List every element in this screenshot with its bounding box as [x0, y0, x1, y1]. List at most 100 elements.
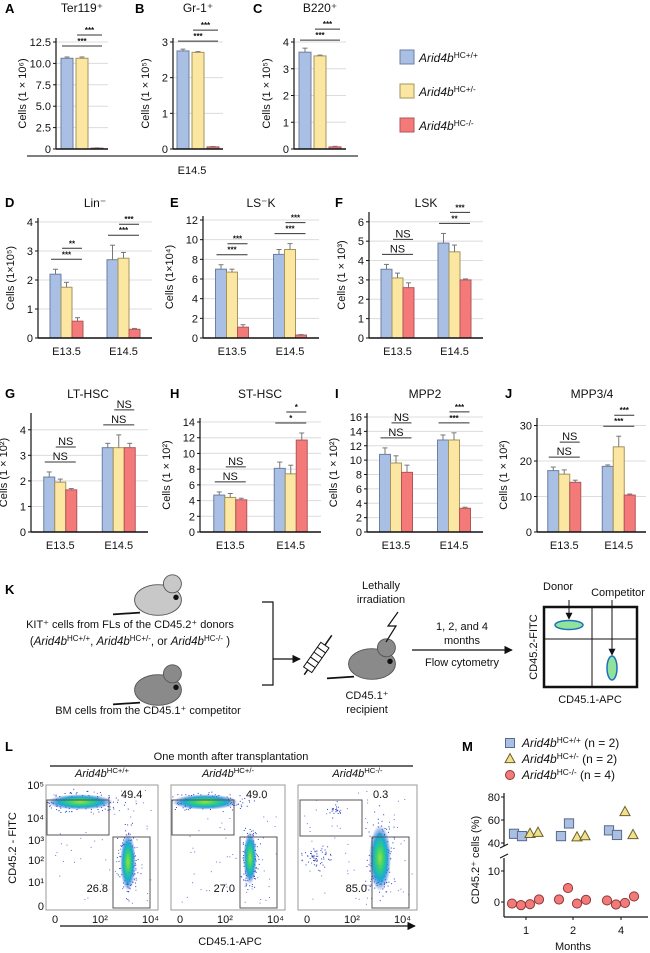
x-tick-label: E13.5 — [216, 540, 245, 552]
x-tick-label: E14.5 — [276, 346, 305, 358]
genotype-superscript: HC+/- — [234, 766, 255, 775]
competitor-population — [606, 655, 618, 681]
event-dot — [327, 858, 329, 860]
y-tick-label: 1 — [27, 304, 33, 316]
y-tick-label: 0 — [494, 897, 500, 909]
event-dot — [232, 854, 234, 856]
y-tick-label: 0 — [192, 333, 198, 345]
event-dot — [182, 807, 184, 809]
y-tick-label: 16 — [350, 412, 362, 424]
y-tick-label: 3 — [20, 450, 26, 462]
chart-title: LS⁻K — [246, 196, 275, 210]
bar — [273, 467, 286, 533]
event-dot — [325, 854, 327, 856]
event-dot — [368, 831, 370, 833]
bar — [128, 328, 141, 339]
event-dot — [55, 795, 57, 797]
legend-swatch — [399, 83, 415, 99]
y-tick-label: 0 — [162, 144, 168, 156]
significance-label: *** — [291, 214, 301, 223]
significance-label: NS — [394, 412, 409, 424]
event-dot — [136, 846, 138, 848]
donor-gate — [299, 799, 363, 837]
irradiation-label: Lethally — [362, 580, 400, 592]
chart-title: B220⁺ — [303, 1, 337, 15]
event-dot — [253, 800, 255, 802]
event-dot — [239, 795, 241, 797]
event-dot — [313, 855, 315, 857]
y-axis-label: Cells (1 × 10⁶) — [17, 58, 29, 128]
event-dot — [141, 864, 143, 866]
y-tick-label: 10 — [183, 448, 195, 460]
event-dot — [365, 827, 367, 829]
event-dot — [60, 843, 62, 845]
event-dot — [134, 882, 136, 884]
chart-title: LSK — [415, 196, 438, 210]
event-dot — [366, 822, 368, 824]
event-dot — [121, 790, 123, 792]
event-dot — [311, 856, 313, 858]
triangle-marker — [619, 805, 631, 817]
event-dot — [107, 809, 109, 811]
event-dot — [319, 870, 321, 872]
y-tick-label: 3 — [358, 275, 364, 287]
event-dot — [257, 868, 259, 870]
event-dot — [367, 802, 369, 804]
event-dot — [388, 821, 390, 823]
event-dot — [125, 830, 127, 832]
event-dot — [122, 888, 124, 890]
event-dot — [109, 869, 111, 871]
significance-label: *** — [315, 31, 325, 40]
event-dot — [208, 890, 210, 892]
event-dot — [234, 804, 236, 806]
event-dot — [249, 837, 251, 839]
y-tick-label: 1 — [358, 314, 364, 326]
event-dot — [248, 801, 250, 803]
event-dot — [146, 828, 148, 830]
legend-label: Arid4bHC+/- — [418, 84, 476, 99]
event-dot — [256, 846, 258, 848]
event-dot — [175, 806, 177, 808]
genotype-superscript: HC+/- — [454, 84, 476, 94]
event-dot — [109, 806, 111, 808]
event-dot — [369, 885, 371, 887]
event-dot — [64, 811, 66, 813]
event-dot — [390, 858, 392, 860]
event-dot — [117, 801, 119, 803]
event-dot — [337, 812, 339, 814]
event-dot — [387, 831, 389, 833]
event-dot — [369, 880, 371, 882]
y-tick-label: 12.5 — [30, 37, 51, 49]
y-tick-label: 30 — [520, 421, 532, 433]
significance-label: *** — [124, 215, 134, 224]
event-dot — [260, 843, 262, 845]
event-dot — [393, 819, 395, 821]
event-dot — [243, 879, 245, 881]
event-dot — [358, 792, 360, 794]
event-dot — [55, 794, 57, 796]
event-dot — [393, 837, 395, 839]
event-dot — [242, 857, 244, 859]
event-dot — [370, 878, 372, 880]
event-dot — [59, 833, 61, 835]
event-dot — [98, 811, 100, 813]
event-dot — [71, 810, 73, 812]
event-dot — [255, 871, 257, 873]
event-dot — [324, 866, 326, 868]
event-dot — [393, 847, 395, 849]
event-dot — [347, 870, 349, 872]
event-dot — [393, 814, 395, 816]
panel-letter: F — [335, 195, 343, 210]
event-dot — [231, 809, 233, 811]
gene-name: Arid4b — [96, 636, 131, 648]
event-dot — [90, 811, 92, 813]
event-dot — [247, 834, 249, 836]
event-dot — [116, 857, 118, 859]
event-dot — [254, 832, 256, 834]
significance-label: *** — [77, 37, 87, 46]
event-dot — [143, 802, 145, 804]
panel-letter: K — [5, 582, 15, 597]
circle-marker — [601, 895, 613, 906]
